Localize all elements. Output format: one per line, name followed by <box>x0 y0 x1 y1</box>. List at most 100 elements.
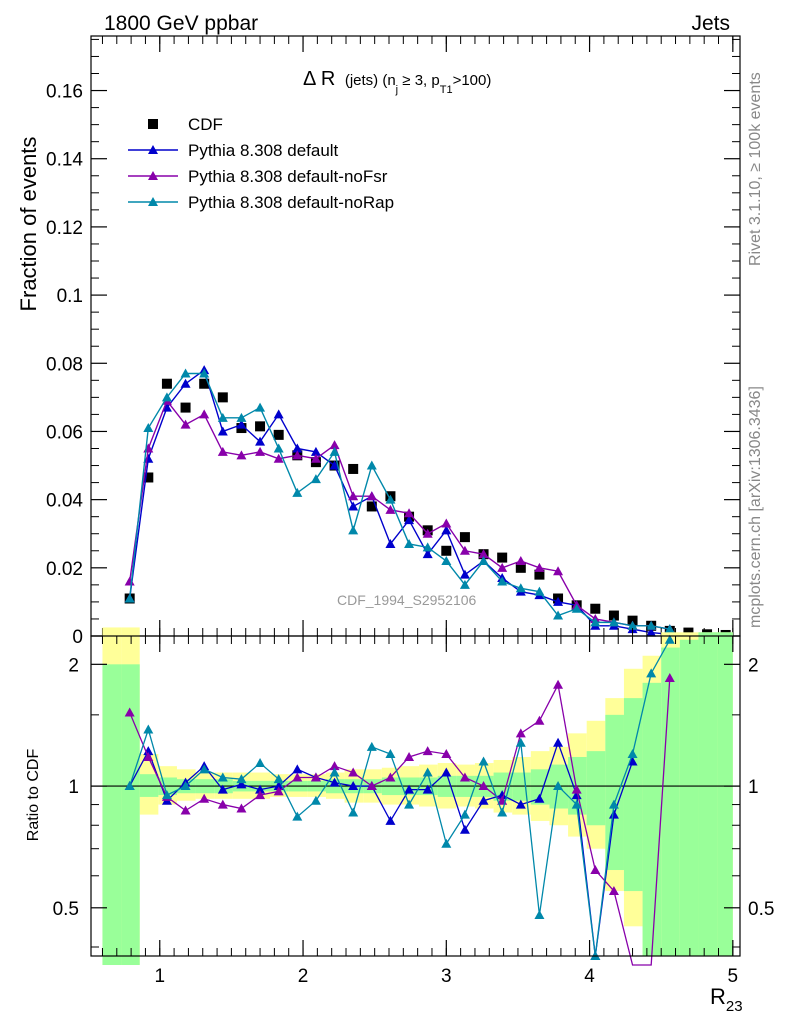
mc-point <box>292 443 303 453</box>
mc-point <box>348 491 359 501</box>
x-tick-label: 5 <box>728 966 739 987</box>
cdf-point <box>217 392 228 403</box>
mc-point <box>515 583 526 593</box>
title-sub: (jets) (n <box>345 72 396 89</box>
ratio-point <box>571 799 582 809</box>
mc-point <box>459 569 470 579</box>
mc-point <box>422 542 433 552</box>
rivet-label: Rivet 3.1.10, ≥ 100k events <box>747 72 764 266</box>
ratio-y-tick-label-right: 0.5 <box>748 899 774 920</box>
ratio-point <box>441 767 452 777</box>
mc-point <box>292 487 303 497</box>
main-title: Δ R (jets) (nj ≥ 3, pT1>100) <box>303 68 491 96</box>
mc-point <box>404 538 415 548</box>
watermark: CDF_1994_S2952106 <box>337 592 477 608</box>
mc-point <box>273 409 284 419</box>
cdf-point <box>441 545 452 556</box>
y-tick-label: 0.12 <box>46 218 83 239</box>
ratio-point <box>404 751 415 761</box>
green-band <box>102 664 122 966</box>
mc-point <box>608 617 619 627</box>
ratio-point <box>571 790 582 800</box>
ratio-point <box>124 707 135 717</box>
mc-point <box>459 579 470 589</box>
mc-point <box>329 460 340 470</box>
ratio-point <box>627 756 638 766</box>
ratio-point <box>590 865 601 875</box>
ratio-panel: 0.5 0.51 12 21 2 3 4 5 Ratio to CDF R23 <box>25 627 774 1015</box>
x-tick-label: 2 <box>298 966 309 987</box>
ratio-point <box>478 795 489 805</box>
mc-point <box>161 402 172 412</box>
ratio-point <box>515 728 526 738</box>
ratio-point <box>236 803 247 813</box>
y-tick-label: 0.08 <box>46 354 83 375</box>
ratio-point <box>608 886 619 896</box>
ratio-point <box>329 761 340 771</box>
ratio-line <box>129 639 671 957</box>
mc-point <box>292 450 303 460</box>
legend-label: CDF <box>188 115 223 134</box>
mc-point <box>553 566 564 576</box>
mc-point <box>348 501 359 511</box>
ratio-point <box>664 634 675 644</box>
mc-point <box>348 525 359 535</box>
green-band <box>623 698 643 892</box>
mc-point <box>459 545 470 555</box>
ratio-ylabel: Ratio to CDF <box>25 749 42 842</box>
ratio-point <box>292 764 303 774</box>
x-tick-label: 4 <box>584 966 595 987</box>
ratio-point <box>497 790 508 800</box>
ratio-point <box>534 715 545 725</box>
ratio-point <box>161 790 172 800</box>
mc-point <box>441 518 452 528</box>
y-tick-label: 0.06 <box>46 422 83 443</box>
ratio-point <box>422 767 433 777</box>
ratio-point <box>664 673 675 683</box>
ratio-point <box>534 793 545 803</box>
ratio-point <box>236 779 247 789</box>
uncertainty-bands <box>102 627 733 966</box>
legend-marker <box>148 197 158 206</box>
header-left: 1800 GeV ppbar <box>104 12 258 35</box>
ratio-point <box>459 824 470 834</box>
y-tick-label: 0.14 <box>46 150 83 171</box>
green-band <box>121 664 140 966</box>
green-band <box>698 632 718 956</box>
main-ylabel: Fraction of events <box>16 137 41 312</box>
mc-point <box>273 443 284 453</box>
cdf-point <box>515 562 526 573</box>
ratio-point <box>329 777 340 787</box>
cdf-point <box>590 603 601 614</box>
mc-point <box>217 446 228 456</box>
legend-label: Pythia 8.308 default-noRap <box>188 193 394 212</box>
mc-point <box>441 525 452 535</box>
ratio-point <box>273 781 284 791</box>
mc-point <box>534 562 545 572</box>
cdf-point <box>459 532 470 543</box>
ratio-point <box>255 790 266 800</box>
xlabel-main: R <box>710 984 726 1009</box>
title-main: Δ R <box>303 68 335 90</box>
ratio-point <box>199 793 210 803</box>
ratio-point <box>608 799 619 809</box>
cdf-point <box>627 615 638 626</box>
ratio-series-2 <box>124 634 675 960</box>
mc-point <box>385 494 396 504</box>
mc-point <box>590 617 601 627</box>
ratio-point <box>422 784 433 794</box>
mc-point <box>180 368 191 378</box>
ratio-point <box>273 774 284 784</box>
mc-point <box>441 556 452 565</box>
legend-marker <box>148 171 158 180</box>
series-line <box>128 372 670 630</box>
mc-point <box>534 586 545 596</box>
ratio-point <box>329 767 340 777</box>
ratio-point <box>441 838 452 848</box>
ratio-point <box>199 764 210 774</box>
mcplots-label: mcplots.cern.ch [arXiv:1306.3436] <box>747 386 764 628</box>
ratio-y-tick-label-right: 1 <box>748 777 759 798</box>
cdf-point <box>161 378 172 389</box>
mc-point <box>217 412 228 422</box>
